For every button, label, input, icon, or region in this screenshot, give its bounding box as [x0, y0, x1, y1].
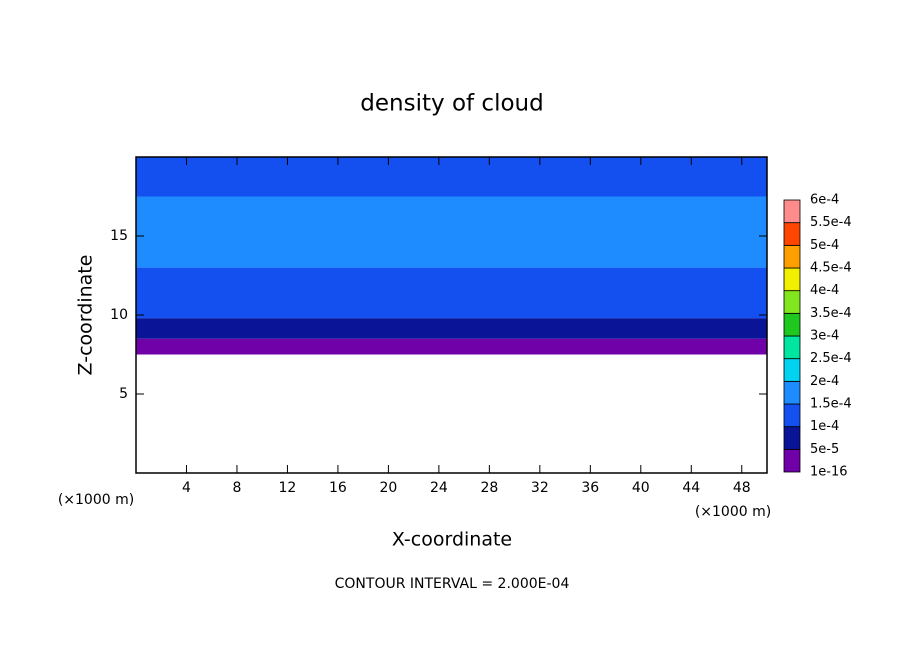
contour-band	[136, 267, 767, 319]
colorbar-box	[783, 267, 801, 292]
colorbar-label: 1e-16	[810, 465, 848, 480]
x-axis-label: X-coordinate	[392, 529, 512, 551]
footer-note: CONTOUR INTERVAL = 2.000E-04	[335, 576, 570, 592]
colorbar-box	[783, 426, 801, 450]
x-tick-label: 36	[581, 480, 599, 496]
x-tick-label: 32	[531, 480, 549, 496]
colorbar-box	[783, 244, 801, 269]
x-tick-label: 28	[480, 480, 498, 496]
colorbar-label: 5e-4	[810, 238, 839, 253]
x-tick-label: 4	[182, 480, 191, 496]
colorbar-label: 3.5e-4	[810, 306, 852, 321]
colorbar-label: 1.5e-4	[810, 397, 852, 412]
contour-band	[136, 338, 767, 355]
colorbar-box	[783, 403, 801, 428]
x-tick-label: 12	[279, 480, 297, 496]
contour-band	[136, 318, 767, 339]
x-tick-label: 20	[379, 480, 397, 496]
colorbar-box	[783, 312, 801, 337]
y-tick-label: 15	[110, 228, 128, 244]
y-axis-label: Z-coordinate	[75, 255, 97, 376]
x-tick-label: 8	[232, 480, 241, 496]
contour-band	[136, 157, 767, 197]
colorbar-label: 4.5e-4	[810, 261, 852, 276]
colorbar-label: 5.5e-4	[810, 215, 852, 230]
x-tick-label: 40	[632, 480, 650, 496]
x-tick-label: 48	[733, 480, 751, 496]
colorbar-label: 4e-4	[810, 283, 839, 298]
y-tick-label: 10	[110, 307, 128, 323]
colorbar-label: 2.5e-4	[810, 351, 852, 366]
colorbar-label: 6e-4	[810, 193, 839, 208]
colorbar-label: 2e-4	[810, 374, 839, 389]
x-tick-label: 16	[329, 480, 347, 496]
contour-band	[136, 196, 767, 268]
y-unit: (×1000 m)	[58, 492, 134, 508]
colorbar-box	[783, 290, 801, 314]
colorbar-label: 5e-5	[810, 442, 839, 457]
colorbar-box	[783, 199, 801, 224]
x-tick-label: 44	[682, 480, 700, 496]
colorbar-box	[783, 335, 801, 360]
y-tick-label: 5	[119, 386, 128, 402]
colorbar-box	[783, 448, 801, 473]
colorbar-label: 3e-4	[810, 329, 839, 344]
colorbar-box	[783, 380, 801, 405]
x-unit: (×1000 m)	[695, 504, 771, 520]
colorbar-label: 1e-4	[810, 419, 839, 434]
colorbar-box	[783, 222, 801, 246]
chart-title: density of cloud	[360, 91, 543, 117]
x-tick-label: 24	[430, 480, 448, 496]
colorbar-box	[783, 358, 801, 382]
